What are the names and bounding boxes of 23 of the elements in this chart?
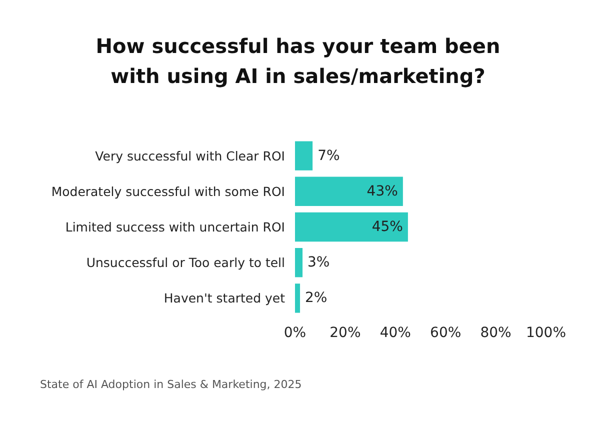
bar: [295, 248, 303, 278]
text: State of AI Adoption in Sales & Marketing, 2025: [40, 378, 302, 391]
x-tick-label: 80%: [480, 325, 512, 341]
data-label: 45%: [372, 219, 403, 235]
data-label: 2%: [305, 290, 328, 306]
x-tick-label: 100%: [526, 325, 566, 341]
bar: [295, 141, 313, 170]
x-tick-label: 40%: [380, 325, 411, 341]
x-tick-label: 0%: [284, 325, 306, 341]
y-tick-label: Limited success with uncertain ROI: [65, 220, 285, 234]
y-tick-label: Very successful with Clear ROI: [95, 148, 285, 164]
y-tick-label: Haven't started yet: [164, 290, 286, 306]
bar: [295, 212, 408, 242]
bar: [295, 284, 300, 313]
data-label: 3%: [308, 254, 330, 271]
y-tick-label: Unsuccessful or Too early to tell: [86, 255, 285, 270]
bar: [295, 176, 403, 206]
x-tick-label: 60%: [430, 325, 462, 341]
data-label: 7%: [318, 148, 340, 164]
data-label: 43%: [366, 183, 398, 200]
y-tick-label: Moderately successful with some ROI: [51, 184, 285, 199]
chart-title: How successful has your team been with using AI in sales/marketing?: [96, 34, 500, 88]
x-tick-label: 20%: [330, 325, 361, 341]
